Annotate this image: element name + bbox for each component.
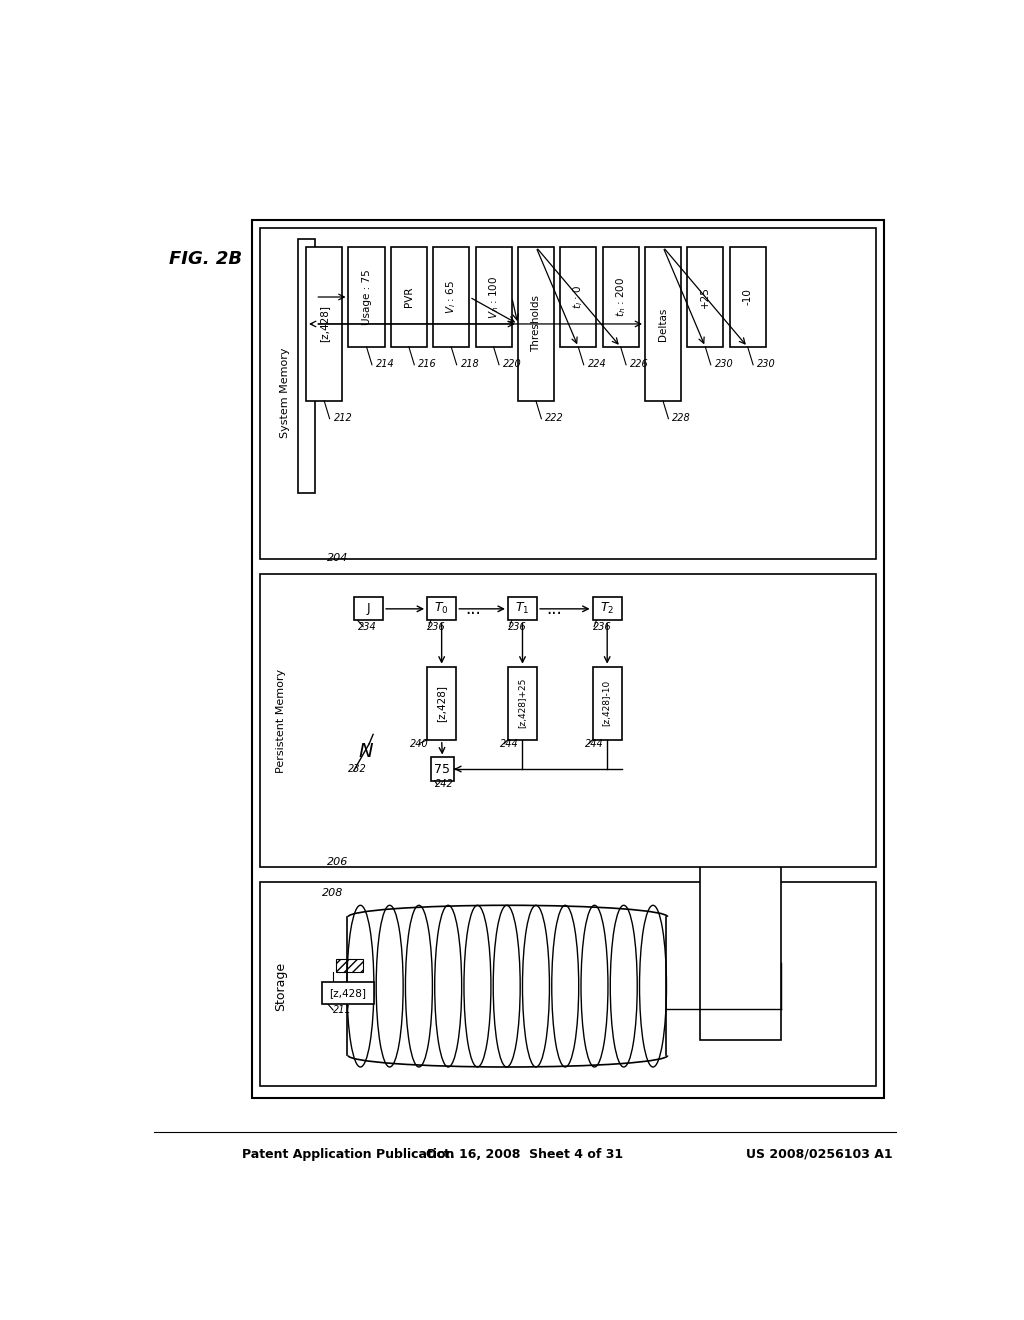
- Ellipse shape: [494, 906, 520, 1067]
- Bar: [730, 247, 766, 347]
- Bar: [475, 247, 512, 347]
- Text: 204: 204: [327, 553, 348, 562]
- Text: 228: 228: [672, 413, 691, 422]
- Text: 224: 224: [588, 359, 606, 368]
- Text: Storage: Storage: [274, 961, 287, 1011]
- Ellipse shape: [376, 906, 403, 1067]
- Bar: [687, 247, 724, 347]
- Text: 230: 230: [757, 359, 776, 368]
- Text: ...: ...: [465, 599, 481, 618]
- Text: 230: 230: [715, 359, 733, 368]
- Bar: [602, 247, 639, 347]
- Bar: [433, 247, 469, 347]
- Text: 216: 216: [418, 359, 437, 368]
- Bar: [593, 597, 622, 620]
- Text: 218: 218: [461, 359, 479, 368]
- Text: $T_1$: $T_1$: [515, 602, 529, 616]
- Ellipse shape: [610, 906, 637, 1067]
- Ellipse shape: [581, 906, 608, 1067]
- Text: 226: 226: [630, 359, 648, 368]
- Text: [z,428]-10: [z,428]-10: [603, 680, 611, 726]
- Text: -10: -10: [742, 289, 753, 305]
- Text: Thresholds: Thresholds: [531, 296, 541, 352]
- Text: 211: 211: [333, 1005, 352, 1015]
- Text: 240: 240: [410, 739, 429, 748]
- Text: $T_0$: $T_0$: [434, 602, 449, 616]
- Text: 208: 208: [322, 887, 343, 898]
- Text: Persistent Memory: Persistent Memory: [275, 668, 286, 772]
- Text: J: J: [367, 602, 371, 615]
- Text: 75: 75: [434, 763, 451, 776]
- Bar: [391, 247, 427, 347]
- Ellipse shape: [406, 906, 432, 1067]
- Text: $t_h$ : 200: $t_h$ : 200: [613, 277, 628, 317]
- Bar: [354, 597, 383, 620]
- Text: 220: 220: [503, 359, 521, 368]
- Text: Oct. 16, 2008  Sheet 4 of 31: Oct. 16, 2008 Sheet 4 of 31: [426, 1148, 624, 1160]
- Bar: [560, 247, 596, 347]
- Text: 236: 236: [593, 622, 611, 631]
- Text: [z,428]: [z,428]: [319, 305, 329, 342]
- Ellipse shape: [552, 906, 579, 1067]
- Bar: [306, 247, 342, 401]
- Text: Usage : 75: Usage : 75: [361, 269, 372, 325]
- Text: 232: 232: [348, 764, 367, 775]
- Text: $V_h$ : 100: $V_h$ : 100: [486, 276, 501, 318]
- Text: 214: 214: [376, 359, 394, 368]
- Text: FIG. 2B: FIG. 2B: [169, 249, 243, 268]
- Text: US 2008/0256103 A1: US 2008/0256103 A1: [746, 1148, 893, 1160]
- Bar: [700, 771, 781, 1040]
- Bar: [508, 597, 538, 620]
- Text: 244: 244: [585, 739, 603, 748]
- Bar: [252, 220, 884, 1098]
- Bar: [431, 758, 454, 780]
- Ellipse shape: [347, 906, 374, 1067]
- Text: 236: 236: [508, 622, 526, 631]
- Text: [z,428]: [z,428]: [329, 989, 367, 998]
- Text: $t_l$ : 0: $t_l$ : 0: [571, 285, 585, 309]
- Text: $V_l$ : 65: $V_l$ : 65: [444, 280, 458, 314]
- Text: +25: +25: [700, 286, 711, 308]
- Text: 212: 212: [334, 413, 352, 422]
- Bar: [260, 574, 876, 867]
- Text: 242: 242: [435, 779, 454, 789]
- Bar: [427, 667, 457, 739]
- Text: [z,428]+25: [z,428]+25: [518, 678, 527, 729]
- Text: Patent Application Publication: Patent Application Publication: [243, 1148, 455, 1160]
- Bar: [298, 239, 315, 494]
- Text: [z,428]: [z,428]: [436, 685, 446, 722]
- Bar: [322, 982, 374, 1003]
- Text: PVR: PVR: [403, 286, 414, 308]
- Bar: [593, 667, 622, 739]
- Bar: [260, 227, 876, 558]
- Text: 244: 244: [500, 739, 519, 748]
- Ellipse shape: [435, 906, 462, 1067]
- Bar: [518, 247, 554, 401]
- Ellipse shape: [640, 906, 667, 1067]
- Text: N: N: [358, 742, 373, 760]
- Text: 222: 222: [545, 413, 564, 422]
- Ellipse shape: [464, 906, 490, 1067]
- Bar: [508, 667, 538, 739]
- Bar: [348, 247, 385, 347]
- Text: 236: 236: [427, 622, 445, 631]
- Text: 234: 234: [357, 622, 377, 631]
- Text: $T_2$: $T_2$: [600, 602, 614, 616]
- Bar: [645, 247, 681, 401]
- Bar: [260, 882, 876, 1086]
- Text: System Memory: System Memory: [280, 348, 290, 438]
- Ellipse shape: [522, 906, 550, 1067]
- Bar: [427, 597, 457, 620]
- Text: Deltas: Deltas: [658, 308, 668, 341]
- Text: ...: ...: [546, 599, 562, 618]
- Text: 206: 206: [327, 857, 348, 867]
- Bar: [336, 960, 364, 972]
